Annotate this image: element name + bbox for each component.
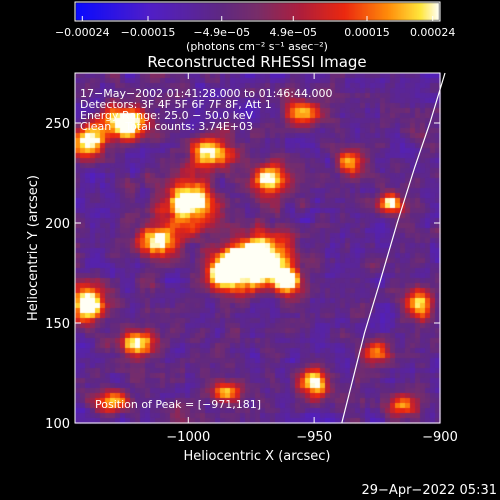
x-axis-label: Heliocentric X (arcsec): [184, 449, 331, 464]
x-tick-label: −950: [296, 430, 332, 445]
annotation-energy-range: Energy Range: 25.0 − 50.0 keV: [80, 109, 254, 122]
x-tick-label: −900: [422, 430, 458, 445]
colorbar-tick-label: −4.9e−05: [193, 26, 250, 39]
annotation-block: 17−May−2002 01:41:28.000 to 01:46:44.000…: [80, 87, 333, 133]
x-axis-ticks: −1000 −950 −900: [166, 73, 458, 445]
colorbar-frame: [74, 1, 441, 22]
annotation-total-counts: Clean Total counts: 3.74E+03: [80, 120, 253, 133]
colorbar-tick-label: 0.00015: [344, 26, 390, 39]
y-tick-label: 250: [45, 117, 70, 132]
peak-position-label: Position of Peak = [−971,181]: [95, 398, 261, 411]
y-tick-label: 150: [45, 317, 70, 332]
y-tick-label: 200: [45, 217, 70, 232]
y-axis-label: Heliocentric Y (arcsec): [26, 175, 41, 321]
colorbar-tick-label: 0.00024: [410, 26, 456, 39]
colorbar-ticks: −0.00024 −0.00015 −4.9e−05 4.9e−05 0.00015 0.…: [55, 16, 456, 39]
annotation-detectors: Detectors: 3F 4F 5F 6F 7F 8F, Att 1: [80, 98, 272, 111]
colorbar-unit-label: (photons cm⁻² s⁻¹ asec⁻²): [186, 40, 328, 53]
footer-timestamp: 29−Apr−2022 05:31: [362, 483, 498, 498]
colorbar-tick-label: −0.00015: [121, 26, 176, 39]
plot-frame: [74, 72, 441, 424]
y-tick-label: 100: [45, 417, 70, 432]
y-axis-ticks: 100 150 200 250: [45, 117, 440, 432]
x-tick-label: −1000: [166, 430, 210, 445]
solar-limb-curve: [341, 72, 446, 424]
colorbar-tick-label: −0.00024: [55, 26, 110, 39]
chart-title: Reconstructed RHESSI Image: [147, 53, 366, 71]
annotation-time-range: 17−May−2002 01:41:28.000 to 01:46:44.000: [80, 87, 333, 100]
colorbar-tick-label: 4.9e−05: [270, 26, 317, 39]
